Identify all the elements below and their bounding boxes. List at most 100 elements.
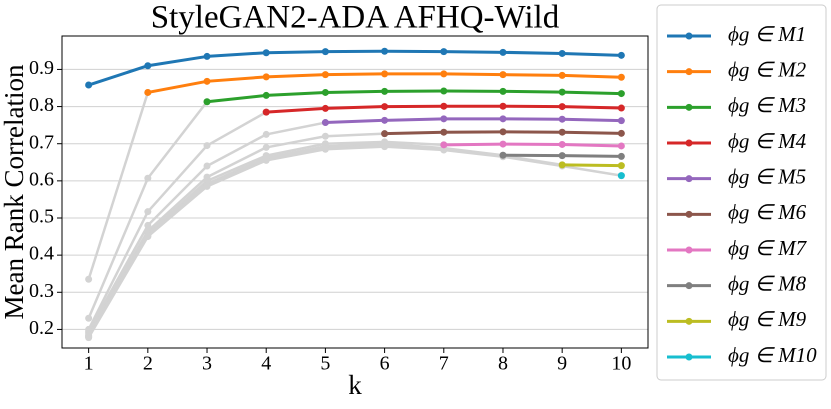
- history-line-marker: [144, 233, 152, 241]
- legend-marker: [685, 32, 693, 40]
- series-line-marker: [558, 88, 566, 96]
- legend-label: ϕg ∈ M7: [728, 236, 808, 260]
- series-line-marker: [617, 90, 625, 98]
- x-tick-label: 6: [380, 353, 390, 375]
- x-tick-label: 1: [84, 353, 94, 375]
- series-line-marker: [381, 103, 389, 111]
- series-line-marker: [617, 117, 625, 125]
- series-line-marker: [617, 162, 625, 170]
- history-line: [87, 132, 385, 334]
- x-tick-label: 5: [320, 353, 330, 375]
- x-tick-label: 10: [611, 353, 631, 375]
- series-line-marker: [617, 51, 625, 59]
- series-line-marker: [440, 128, 448, 136]
- series-line-marker: [499, 102, 507, 110]
- series-line-marker: [440, 87, 448, 95]
- series-line-marker: [381, 116, 389, 124]
- series-line-marker: [617, 104, 625, 112]
- history-line-marker: [203, 162, 211, 170]
- legend-marker: [685, 210, 693, 218]
- series-line-marker: [499, 71, 507, 79]
- series-line-marker: [440, 48, 448, 56]
- series-line-marker: [558, 161, 566, 169]
- history-line-marker: [262, 156, 270, 164]
- legend-marker: [685, 282, 693, 290]
- series-line-marker: [558, 103, 566, 111]
- legend-label: ϕg ∈ M1: [728, 22, 806, 46]
- y-tick-label: 0.3: [29, 280, 54, 302]
- x-axis-label: k: [348, 370, 362, 400]
- series-line-marker: [558, 49, 566, 57]
- history-line: [87, 111, 267, 330]
- series-line-marker: [381, 87, 389, 95]
- series-line-marker: [499, 151, 507, 159]
- history-line-marker: [321, 132, 329, 140]
- series-line-marker: [262, 108, 270, 116]
- legend-label: ϕg ∈ M6: [728, 200, 807, 224]
- legend-marker: [685, 103, 693, 111]
- series-line-marker: [558, 71, 566, 79]
- series-line-marker: [617, 129, 625, 137]
- series-line: [443, 142, 622, 148]
- y-tick-label: 0.2: [29, 317, 54, 339]
- legend-marker: [685, 317, 693, 325]
- series-line-marker: [321, 104, 329, 112]
- history-line-marker: [262, 143, 270, 151]
- history-line-marker: [381, 143, 389, 151]
- history-line: [87, 144, 563, 338]
- y-tick-label: 0.7: [29, 131, 54, 153]
- legend-label: ϕg ∈ M4: [728, 129, 807, 153]
- series-line-marker: [440, 115, 448, 123]
- legend-label: ϕg ∈ M3: [728, 93, 806, 117]
- series-line-marker: [558, 115, 566, 123]
- series-line-marker: [321, 88, 329, 96]
- legend-marker: [685, 246, 693, 254]
- series-line-marker: [558, 128, 566, 136]
- series-line-marker: [144, 62, 152, 70]
- legend-marker: [685, 353, 693, 361]
- y-axis-label: Mean Rank Correlation: [0, 64, 29, 319]
- series-line-marker: [381, 130, 389, 138]
- series-line-marker: [85, 81, 93, 89]
- history-line: [87, 92, 150, 280]
- series-line-marker: [203, 52, 211, 60]
- series-line-marker: [262, 49, 270, 57]
- series-line-marker: [262, 73, 270, 81]
- series-line-marker: [203, 98, 211, 106]
- history-line-marker: [144, 208, 152, 216]
- y-tick-label: 0.8: [29, 94, 54, 116]
- x-tick-label: 8: [498, 353, 508, 375]
- chart-title: StyleGAN2-ADA AFHQ-Wild: [151, 0, 560, 36]
- legend-marker: [685, 68, 693, 76]
- series-line-marker: [617, 172, 625, 180]
- series-line-marker: [381, 47, 389, 55]
- series-line-marker: [144, 88, 152, 96]
- series-line-marker: [558, 140, 566, 148]
- series-line-marker: [203, 77, 211, 85]
- history-line-marker: [85, 314, 93, 322]
- history-line-marker: [203, 142, 211, 150]
- legend-label: ϕg ∈ M9: [728, 307, 807, 331]
- series-line-marker: [440, 102, 448, 110]
- legend-label: ϕg ∈ M2: [728, 57, 807, 81]
- series-line-marker: [499, 128, 507, 136]
- history-line-marker: [144, 221, 152, 229]
- y-tick-label: 0.9: [29, 57, 54, 79]
- y-tick-label: 0.5: [29, 206, 54, 228]
- history-line-marker: [262, 130, 270, 138]
- x-tick-label: 4: [261, 353, 271, 375]
- series-line-marker: [381, 70, 389, 78]
- series-line-marker: [499, 115, 507, 123]
- series-line-marker: [321, 119, 329, 127]
- series-line-marker: [321, 71, 329, 79]
- y-tick-label: 0.6: [29, 168, 54, 190]
- history-line-marker: [203, 182, 211, 190]
- series-line-marker: [558, 152, 566, 160]
- series-line-marker: [617, 73, 625, 81]
- legend-marker: [685, 175, 693, 183]
- history-line-marker: [144, 174, 152, 182]
- history-line-marker: [440, 146, 448, 154]
- legend-label: ϕg ∈ M10: [728, 343, 817, 367]
- history-line: [87, 145, 622, 339]
